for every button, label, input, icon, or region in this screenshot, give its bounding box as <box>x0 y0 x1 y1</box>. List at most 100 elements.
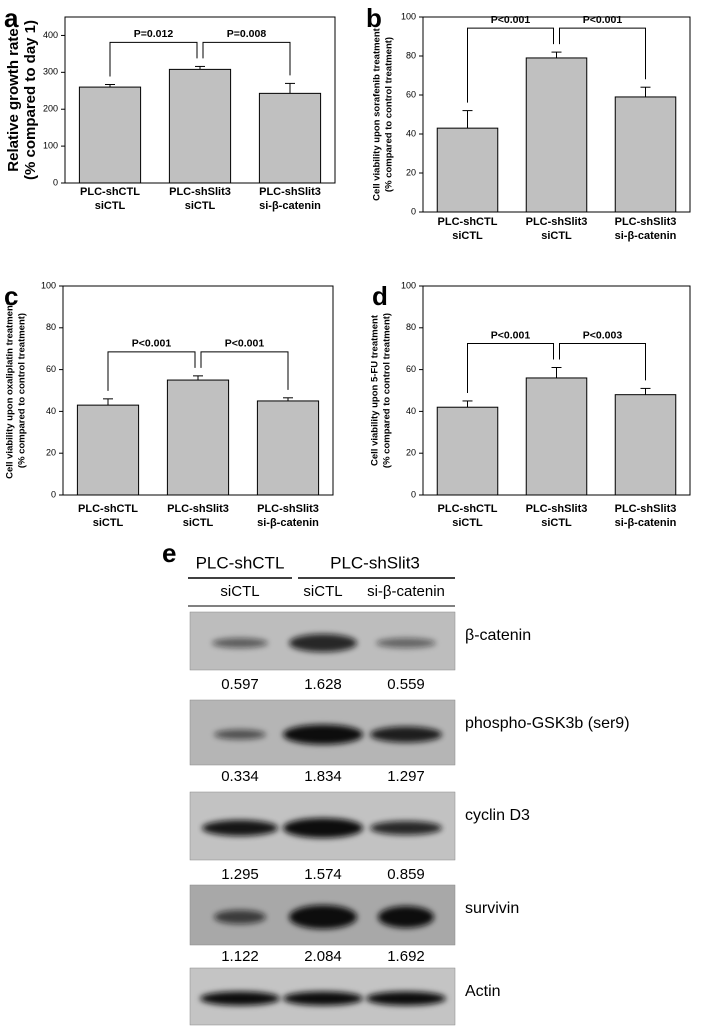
x-tick-label: PLC-shSlit3 <box>615 216 677 228</box>
x-tick-label: PLC-shCTL <box>438 216 498 228</box>
y-tick-label: 0 <box>411 489 416 499</box>
panel-letter: b <box>366 3 382 33</box>
y-tick-label: 40 <box>406 128 416 138</box>
p-value: P<0.001 <box>583 14 623 26</box>
panel-letter: d <box>372 281 388 311</box>
p-value: P<0.001 <box>491 14 531 26</box>
bar <box>256 400 320 496</box>
lane-label: si-β-catenin <box>367 583 445 600</box>
y-tick-label: 0 <box>411 206 416 216</box>
blot-row <box>189 611 456 671</box>
p-value: P<0.001 <box>225 338 265 350</box>
y-tick-label: 0 <box>51 489 56 499</box>
blot-band <box>214 729 266 740</box>
bar <box>166 379 230 496</box>
bar <box>78 86 142 184</box>
panel-letter: c <box>4 281 18 311</box>
blot-band <box>283 724 363 745</box>
panel-letter: a <box>4 3 19 33</box>
y-axis-label: Cell viability upon oxaliplatin treatmen… <box>5 301 16 479</box>
y-axis-label: (% compared to day 1) <box>22 20 39 180</box>
protein-label: β-catenin <box>465 627 531 644</box>
blot-band <box>212 638 268 648</box>
x-tick-label: PLC-shSlit3 <box>167 503 229 515</box>
protein-label: survivin <box>465 900 519 917</box>
blot-row <box>189 699 456 766</box>
x-tick-label: PLC-shSlit3 <box>526 216 588 228</box>
y-tick-label: 20 <box>406 448 416 458</box>
plot-frame <box>64 16 336 184</box>
lane-label: siCTL <box>220 583 259 600</box>
blot-row <box>189 884 456 946</box>
x-tick-label: si-β-catenin <box>257 517 319 529</box>
y-tick-label: 80 <box>46 322 56 332</box>
quantification: 0.597 <box>221 676 259 693</box>
y-axis-label: (% compared to control treatment) <box>17 313 28 468</box>
quantification: 1.122 <box>221 948 259 965</box>
blot-band <box>200 991 280 1006</box>
p-value: P<0.001 <box>132 338 172 350</box>
blot-band <box>202 820 278 836</box>
x-tick-label: PLC-shSlit3 <box>259 186 321 198</box>
x-tick-label: siCTL <box>541 230 572 242</box>
quantification: 0.859 <box>387 866 425 883</box>
quantification: 1.574 <box>304 866 342 883</box>
y-tick-label: 80 <box>406 322 416 332</box>
x-tick-label: siCTL <box>452 230 483 242</box>
y-axis-label: Cell viability upon 5-FU treatment <box>370 314 381 466</box>
group-label: PLC-shSlit3 <box>330 553 420 572</box>
bar <box>258 92 322 184</box>
y-tick-label: 40 <box>46 406 56 416</box>
significance-bracket <box>467 27 554 103</box>
bar <box>436 406 499 496</box>
x-tick-label: siCTL <box>183 517 214 529</box>
x-tick-label: PLC-shCTL <box>80 186 140 198</box>
x-tick-label: siCTL <box>185 200 216 212</box>
x-tick-label: si-β-catenin <box>259 200 321 212</box>
y-tick-label: 200 <box>43 104 58 114</box>
quantification: 1.834 <box>304 768 342 785</box>
protein-label: phospho-GSK3b (ser9) <box>465 715 630 732</box>
x-tick-label: siCTL <box>93 517 124 529</box>
significance-bracket <box>109 41 198 77</box>
y-tick-label: 100 <box>43 140 58 150</box>
blot-band <box>370 821 442 835</box>
x-tick-label: PLC-shCTL <box>78 503 138 515</box>
blot-band <box>289 905 357 929</box>
quantification: 0.559 <box>387 676 425 693</box>
y-axis-label: (% compared to control treatment) <box>384 37 395 192</box>
significance-bracket <box>200 351 289 390</box>
x-tick-label: PLC-shCTL <box>438 503 498 515</box>
blot-band <box>366 991 446 1006</box>
plot-frame <box>62 285 334 496</box>
p-value: P<0.003 <box>583 329 623 341</box>
y-tick-label: 400 <box>43 30 58 40</box>
y-tick-label: 60 <box>406 364 416 374</box>
significance-bracket <box>202 41 291 76</box>
bar <box>168 68 232 184</box>
y-tick-label: 20 <box>406 167 416 177</box>
significance-bracket <box>559 27 646 80</box>
significance-bracket <box>467 343 554 393</box>
blot-row <box>189 967 456 1026</box>
significance-bracket <box>107 351 196 391</box>
y-tick-label: 100 <box>401 11 416 21</box>
protein-label: cyclin D3 <box>465 807 530 824</box>
x-tick-label: siCTL <box>95 200 126 212</box>
x-tick-label: PLC-shSlit3 <box>526 503 588 515</box>
x-tick-label: siCTL <box>541 517 572 529</box>
y-tick-label: 60 <box>406 89 416 99</box>
blot-band <box>376 638 436 648</box>
x-tick-label: PLC-shSlit3 <box>615 503 677 515</box>
blot-band <box>214 910 266 924</box>
quantification: 0.334 <box>221 768 259 785</box>
y-tick-label: 40 <box>406 406 416 416</box>
quantification: 1.628 <box>304 676 342 693</box>
blot-band <box>283 818 363 838</box>
y-tick-label: 80 <box>406 50 416 60</box>
y-tick-label: 100 <box>401 280 416 290</box>
bar <box>525 377 588 496</box>
y-axis-label: Relative growth rate <box>5 28 22 171</box>
